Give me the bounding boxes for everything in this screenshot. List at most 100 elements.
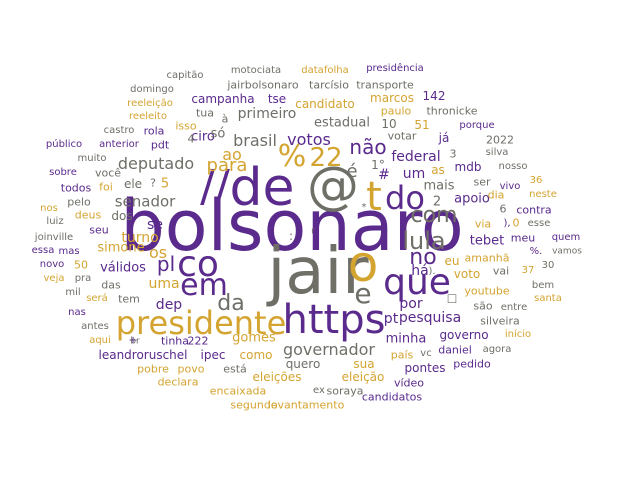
word: federal [391,149,441,165]
word: antes [81,321,109,332]
word: esse [527,218,551,229]
word: da [217,291,245,316]
word: turno [121,230,159,246]
word: // [200,161,230,212]
word: ). [428,266,436,277]
word: você [94,166,122,180]
word: pesquisa [398,310,462,326]
word: t [366,174,382,220]
word: tarcísio [309,78,349,92]
word: + [128,333,138,347]
word: motociata [230,65,282,76]
word: governo [439,328,489,342]
word: %. [529,246,543,257]
word: votar [387,129,417,143]
word: das [101,278,121,292]
word: co [177,244,219,285]
word: apoio [454,191,490,207]
word: uma [148,276,180,292]
word: https [282,297,386,343]
word: válidos [100,260,146,276]
word: início [504,329,532,340]
word: segundo [230,398,278,412]
word: 50 [74,258,88,272]
word: declara [157,375,199,389]
word: paulo [380,104,412,118]
word: o [347,235,379,293]
word: silveira [480,314,520,328]
word: está [223,362,247,376]
word: mas [58,246,80,257]
word: eleição [341,370,385,384]
word: governador [282,340,376,359]
word: silva [485,147,509,158]
word: novo [39,259,65,270]
word: pl [156,252,176,276]
word: à [221,112,229,126]
word: daniel [438,343,472,357]
word: r [311,226,315,237]
word: minha [385,331,427,347]
word: de [229,158,295,218]
word: 5 [160,176,170,192]
word: em [180,268,228,303]
word: thronicke [426,104,478,118]
word: youtube [464,284,510,298]
word: agora [482,344,512,355]
word: ex [313,385,325,396]
word: ipec [200,348,226,362]
word: eleições [252,370,302,384]
word: e [354,277,372,310]
word: tua [195,106,215,120]
word: 0 [512,216,520,230]
word: 10 [381,117,397,131]
word: pt [383,311,399,327]
word: se [147,217,163,233]
word: ciro [191,129,215,145]
word: soraya [326,384,364,398]
word: lula [402,227,446,255]
word: vai [492,264,510,278]
word: vivo [499,181,521,192]
word: para [206,155,248,176]
word: presidência [366,63,424,74]
word: voto [453,267,481,281]
word: veja [43,273,65,284]
word: santa [534,293,562,304]
word: são [473,299,493,313]
word: foi [99,180,113,194]
word: votos [287,130,331,149]
word: castro [103,125,135,136]
word: será [86,293,108,304]
word: com [410,203,458,228]
word: rola [143,124,165,138]
word: % [277,139,307,174]
word: br [130,336,140,347]
word: nos [40,203,58,214]
word: tse [267,92,287,106]
word: transporte [356,78,414,92]
word: sua [353,357,375,371]
word: deus [74,208,102,222]
word: pontes [404,361,446,375]
word: encaixada [209,384,267,398]
word: quem [551,232,581,243]
word: nas [68,307,86,318]
word: no [409,245,437,270]
word: 3 [449,147,457,161]
word: deputado [117,154,195,173]
word: só [210,126,226,142]
word: neste [529,189,557,200]
word: presidente [115,304,287,342]
word: levantamento [267,398,345,412]
word: jair [267,235,369,309]
word: # [378,167,390,183]
word: datafolha [301,65,349,76]
word: campanha [191,92,255,106]
word: público [45,139,83,150]
word: 6 [499,202,507,216]
word: país [390,348,414,362]
word: vídeo [393,376,425,390]
word: tem [118,292,140,306]
